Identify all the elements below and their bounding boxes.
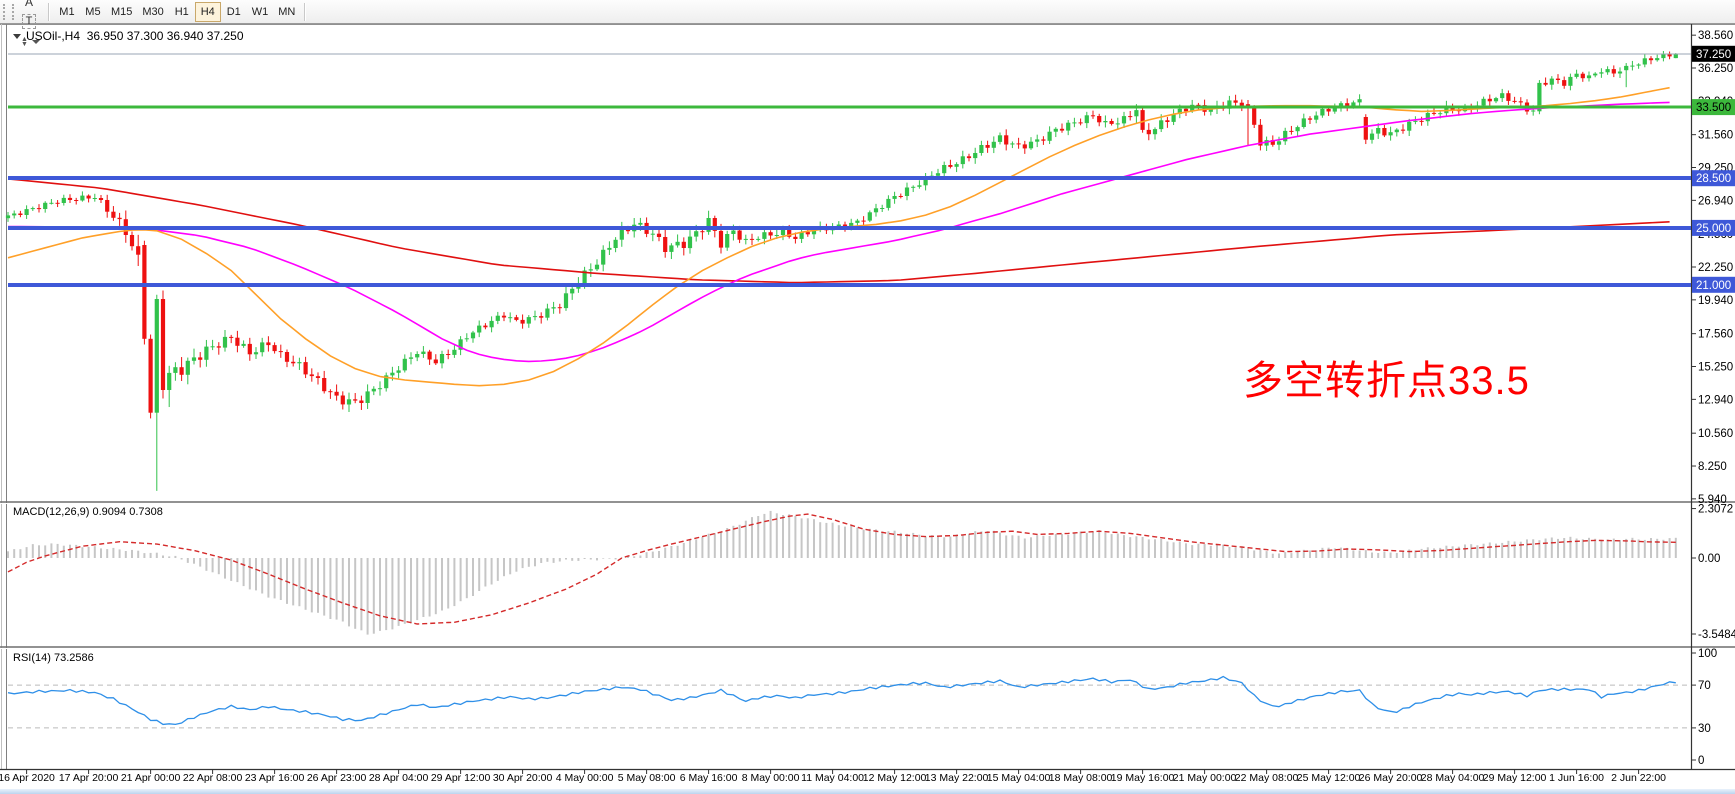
date-label: 4 May 00:00 (555, 772, 614, 784)
rsi-name: RSI(14) (13, 652, 51, 664)
date-label: 13 May 22:00 (924, 772, 989, 784)
window-bottom-edge (0, 789, 1735, 794)
level-price-badge: 25.000 (1696, 223, 1731, 235)
timeframe-h1-button[interactable]: H1 (169, 2, 195, 22)
text-annotation[interactable]: 多空转折点33.5 (1243, 359, 1530, 403)
toolbar-separator (304, 2, 307, 21)
date-label: 30 Apr 20:00 (492, 772, 553, 784)
timeframe-m5-button[interactable]: M5 (80, 2, 106, 22)
arrows-button[interactable]: ▲ ▼ (18, 32, 43, 52)
price-axis[interactable] (1691, 24, 1735, 769)
timeframe-m15-button[interactable]: M15 (106, 2, 137, 22)
level-price-badge: 33.500 (1696, 102, 1731, 114)
date-label: 26 May 20:00 (1358, 772, 1423, 784)
chart-title: USOil-,H4 36.950 37.300 36.940 37.250 (13, 29, 244, 43)
macd-tick-label: -3.5484 (1698, 629, 1735, 641)
price-tick-label: 8.250 (1698, 461, 1727, 473)
timeframe-m1-button[interactable]: M1 (54, 2, 80, 22)
rsi-label: RSI(14) 73.2586 (13, 652, 94, 664)
date-label: 19 May 16:00 (1110, 772, 1175, 784)
text-box-icon: T (21, 14, 37, 29)
date-label: 18 May 08:00 (1048, 772, 1113, 784)
rsi-tick-label: 70 (1698, 680, 1711, 692)
macd-tick-label: 2.3072 (1698, 504, 1733, 516)
level-price-badge: 21.000 (1696, 280, 1731, 292)
date-label: 15 May 04:00 (986, 772, 1051, 784)
date-label: 29 May 12:00 (1482, 772, 1547, 784)
time-axis[interactable]: 16 Apr 2020 17 Apr 20:00 21 Apr 00:00 22 Ap… (0, 769, 1691, 791)
date-label: 21 May 00:00 (1172, 772, 1237, 784)
level-price-badge: 37.250 (1696, 49, 1731, 61)
drawing-tools-group: FAT▲▼ (17, 0, 44, 52)
rsi-tick-label: 0 (1698, 755, 1704, 767)
price-tick-label: 5.940 (1698, 494, 1727, 506)
arrows-icon: ▲ ▼ (21, 35, 28, 48)
date-label: 2 Jun 22:00 (1611, 772, 1667, 784)
macd-name: MACD(12,26,9) (13, 506, 90, 518)
date-label: 11 May 04:00 (801, 772, 865, 784)
date-label: 16 Apr 2020 (0, 772, 55, 784)
price-tick-label: 38.560 (1698, 30, 1733, 42)
rsi-tick-label: 30 (1698, 723, 1711, 735)
macd-label: MACD(12,26,9) 0.9094 0.7308 (13, 506, 163, 518)
price-tick-label: 22.250 (1698, 262, 1733, 274)
price-tick-label: 17.560 (1698, 329, 1733, 341)
price-tick-label: 19.940 (1698, 295, 1733, 307)
date-label: 22 May 08:00 (1234, 772, 1299, 784)
date-label: 6 May 16:00 (679, 772, 738, 784)
timeframe-d1-button[interactable]: D1 (221, 2, 247, 22)
macd-tick-label: 0.00 (1698, 553, 1720, 565)
date-label: 8 May 00:00 (741, 772, 800, 784)
price-tick-label: 15.250 (1698, 362, 1733, 374)
date-label: 12 May 12:00 (862, 772, 927, 784)
chart-canvas[interactable]: 38.56036.25033.94031.56029.25026.94024.5… (0, 24, 1735, 794)
date-label: 22 Apr 08:00 (182, 772, 243, 784)
price-tick-label: 26.940 (1698, 195, 1733, 207)
date-label: 5 May 08:00 (617, 772, 676, 784)
toolbar-grip[interactable] (3, 3, 14, 20)
level-price-badge: 28.500 (1696, 173, 1731, 185)
price-tick-label: 10.560 (1698, 428, 1733, 440)
text-label-icon: A (24, 0, 33, 9)
date-label: 17 Apr 20:00 (58, 772, 119, 784)
text-box-button[interactable]: T (18, 12, 40, 32)
toolbar-separator (47, 2, 50, 21)
price-tick-label: 31.560 (1698, 130, 1733, 142)
price-tick-label: 12.940 (1698, 394, 1733, 406)
rsi-tick-label: 100 (1698, 648, 1717, 660)
date-label: 21 Apr 00:00 (120, 772, 181, 784)
date-label: 23 Apr 16:00 (244, 772, 305, 784)
date-label: 28 Apr 04:00 (368, 772, 429, 784)
price-tick-label: 36.250 (1698, 63, 1733, 75)
symbol-label: USOil-,H4 (26, 29, 81, 43)
macd-value-signal: 0.7308 (129, 506, 163, 518)
date-label: 26 Apr 23:00 (306, 772, 367, 784)
rsi-value: 73.2586 (53, 652, 94, 664)
date-label: 28 May 04:00 (1420, 772, 1485, 784)
timeframe-mn-button[interactable]: MN (273, 2, 300, 22)
date-label: 1 Jun 16:00 (1549, 772, 1605, 784)
dropdown-caret-icon (31, 39, 40, 44)
timeframe-group: M1 M5 M15 M30 H1 H4 D1 W1 MN (54, 1, 300, 22)
timeframe-w1-button[interactable]: W1 (247, 2, 274, 22)
timeframe-m30-button[interactable]: M30 (137, 2, 168, 22)
timeframe-h4-button[interactable]: H4 (194, 1, 221, 22)
macd-value-main: 0.9094 (92, 506, 127, 518)
text-label-button[interactable]: A (18, 0, 40, 12)
date-label: 25 May 12:00 (1296, 772, 1361, 784)
symbol-dropdown-icon[interactable] (13, 34, 21, 40)
date-label: 29 Apr 12:00 (430, 772, 491, 784)
quote-ohlc: 36.950 37.300 36.940 37.250 (86, 29, 244, 43)
